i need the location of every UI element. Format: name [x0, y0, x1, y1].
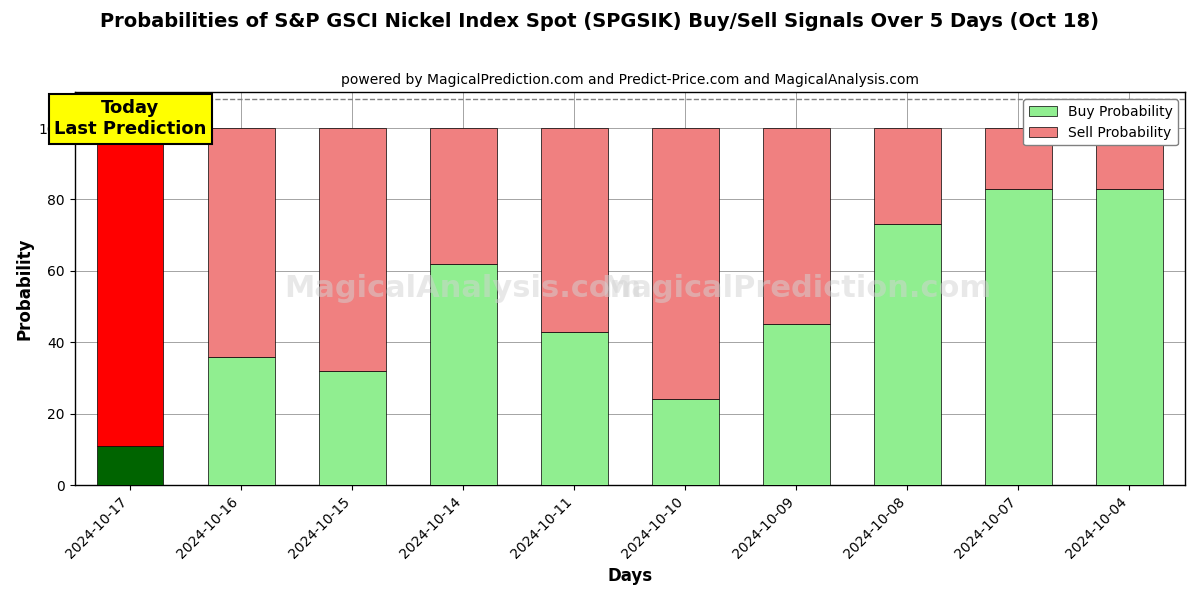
- Bar: [208, 356, 275, 485]
- Bar: [1096, 128, 1163, 189]
- Bar: [763, 325, 829, 485]
- Bar: [985, 128, 1051, 189]
- Bar: [652, 400, 719, 485]
- Bar: [541, 332, 607, 485]
- Bar: [1096, 189, 1163, 485]
- Text: Probabilities of S&P GSCI Nickel Index Spot (SPGSIK) Buy/Sell Signals Over 5 Day: Probabilities of S&P GSCI Nickel Index S…: [101, 12, 1099, 31]
- Bar: [319, 128, 385, 371]
- X-axis label: Days: Days: [607, 567, 653, 585]
- Bar: [541, 128, 607, 332]
- Bar: [763, 128, 829, 325]
- Bar: [985, 189, 1051, 485]
- Bar: [874, 224, 941, 485]
- Text: Today
Last Prediction: Today Last Prediction: [54, 100, 206, 138]
- Bar: [208, 128, 275, 356]
- Bar: [430, 128, 497, 264]
- Bar: [319, 371, 385, 485]
- Legend: Buy Probability, Sell Probability: Buy Probability, Sell Probability: [1024, 99, 1178, 145]
- Bar: [97, 128, 163, 446]
- Bar: [97, 446, 163, 485]
- Title: powered by MagicalPrediction.com and Predict-Price.com and MagicalAnalysis.com: powered by MagicalPrediction.com and Pre…: [341, 73, 919, 87]
- Bar: [874, 128, 941, 224]
- Y-axis label: Probability: Probability: [16, 238, 34, 340]
- Bar: [430, 264, 497, 485]
- Text: MagicalAnalysis.com: MagicalAnalysis.com: [284, 274, 642, 303]
- Bar: [652, 128, 719, 400]
- Text: MagicalPrediction.com: MagicalPrediction.com: [601, 274, 991, 303]
